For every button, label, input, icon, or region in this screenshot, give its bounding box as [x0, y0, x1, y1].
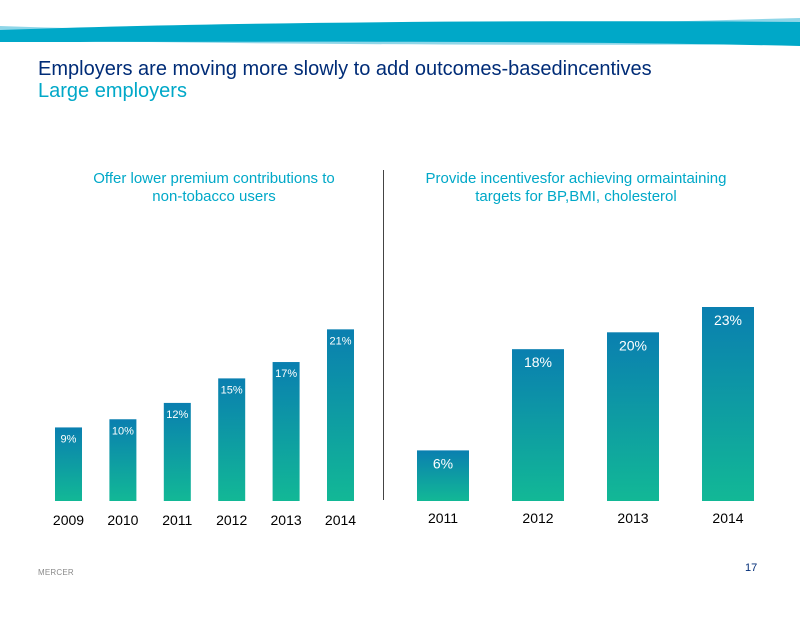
right-bar-value-label: 20% — [619, 337, 647, 353]
page-number: 17 — [745, 562, 758, 574]
page-title: Employers are moving more slowly to add … — [38, 58, 652, 80]
left-bar-2009 — [55, 427, 82, 501]
right-category-label: 2011 — [428, 510, 458, 526]
header-wave-band — [0, 18, 800, 46]
left-bar-2014 — [327, 329, 354, 501]
left-bar-2011 — [163, 402, 191, 501]
right-chart-title: Provide incentivesfor achieving ormainta… — [425, 170, 727, 205]
right-bar-2014 — [702, 307, 754, 501]
left-bar-value-label: 10% — [112, 425, 134, 437]
left-bar-value-label: 15% — [221, 384, 243, 396]
left-bar-2010 — [109, 419, 137, 501]
left-category-label: 2012 — [216, 512, 247, 528]
right-bar-chart: 6% 2011 18% 2012 20% 2013 23% 2014 — [417, 307, 754, 526]
right-bar-value-label: 18% — [524, 354, 552, 370]
left-bar-value-label: 17% — [275, 368, 297, 380]
page-subtitle: Large employers — [38, 80, 187, 102]
right-category-label: 2014 — [712, 510, 743, 526]
left-category-label: 2010 — [107, 512, 138, 528]
left-bar-value-label: 12% — [166, 409, 188, 421]
left-chart-title: Offer lower premium contributions to non… — [93, 170, 335, 205]
right-category-label: 2013 — [617, 510, 648, 526]
right-bar-2013 — [607, 332, 659, 501]
left-bar-chart: 9% 2009 10% 2010 12% 2011 15% 2012 17% 2013 21% 201… — [53, 329, 356, 528]
right-bar-2012 — [512, 349, 564, 501]
left-bar-value-label: 9% — [61, 433, 77, 445]
left-category-label: 2009 — [53, 512, 84, 528]
right-bar-2011 — [417, 450, 469, 501]
left-bar-2013 — [272, 362, 300, 501]
left-bar-2012 — [218, 378, 246, 501]
right-bar-value-label: 23% — [714, 312, 742, 328]
footer-brand: MERCER — [38, 568, 74, 577]
left-category-label: 2014 — [325, 512, 356, 528]
right-bar-value-label: 6% — [433, 455, 453, 471]
left-category-label: 2013 — [271, 512, 302, 528]
panel-divider — [383, 170, 384, 500]
right-category-label: 2012 — [522, 510, 553, 526]
left-category-label: 2011 — [162, 512, 192, 528]
left-bar-value-label: 21% — [329, 335, 351, 347]
